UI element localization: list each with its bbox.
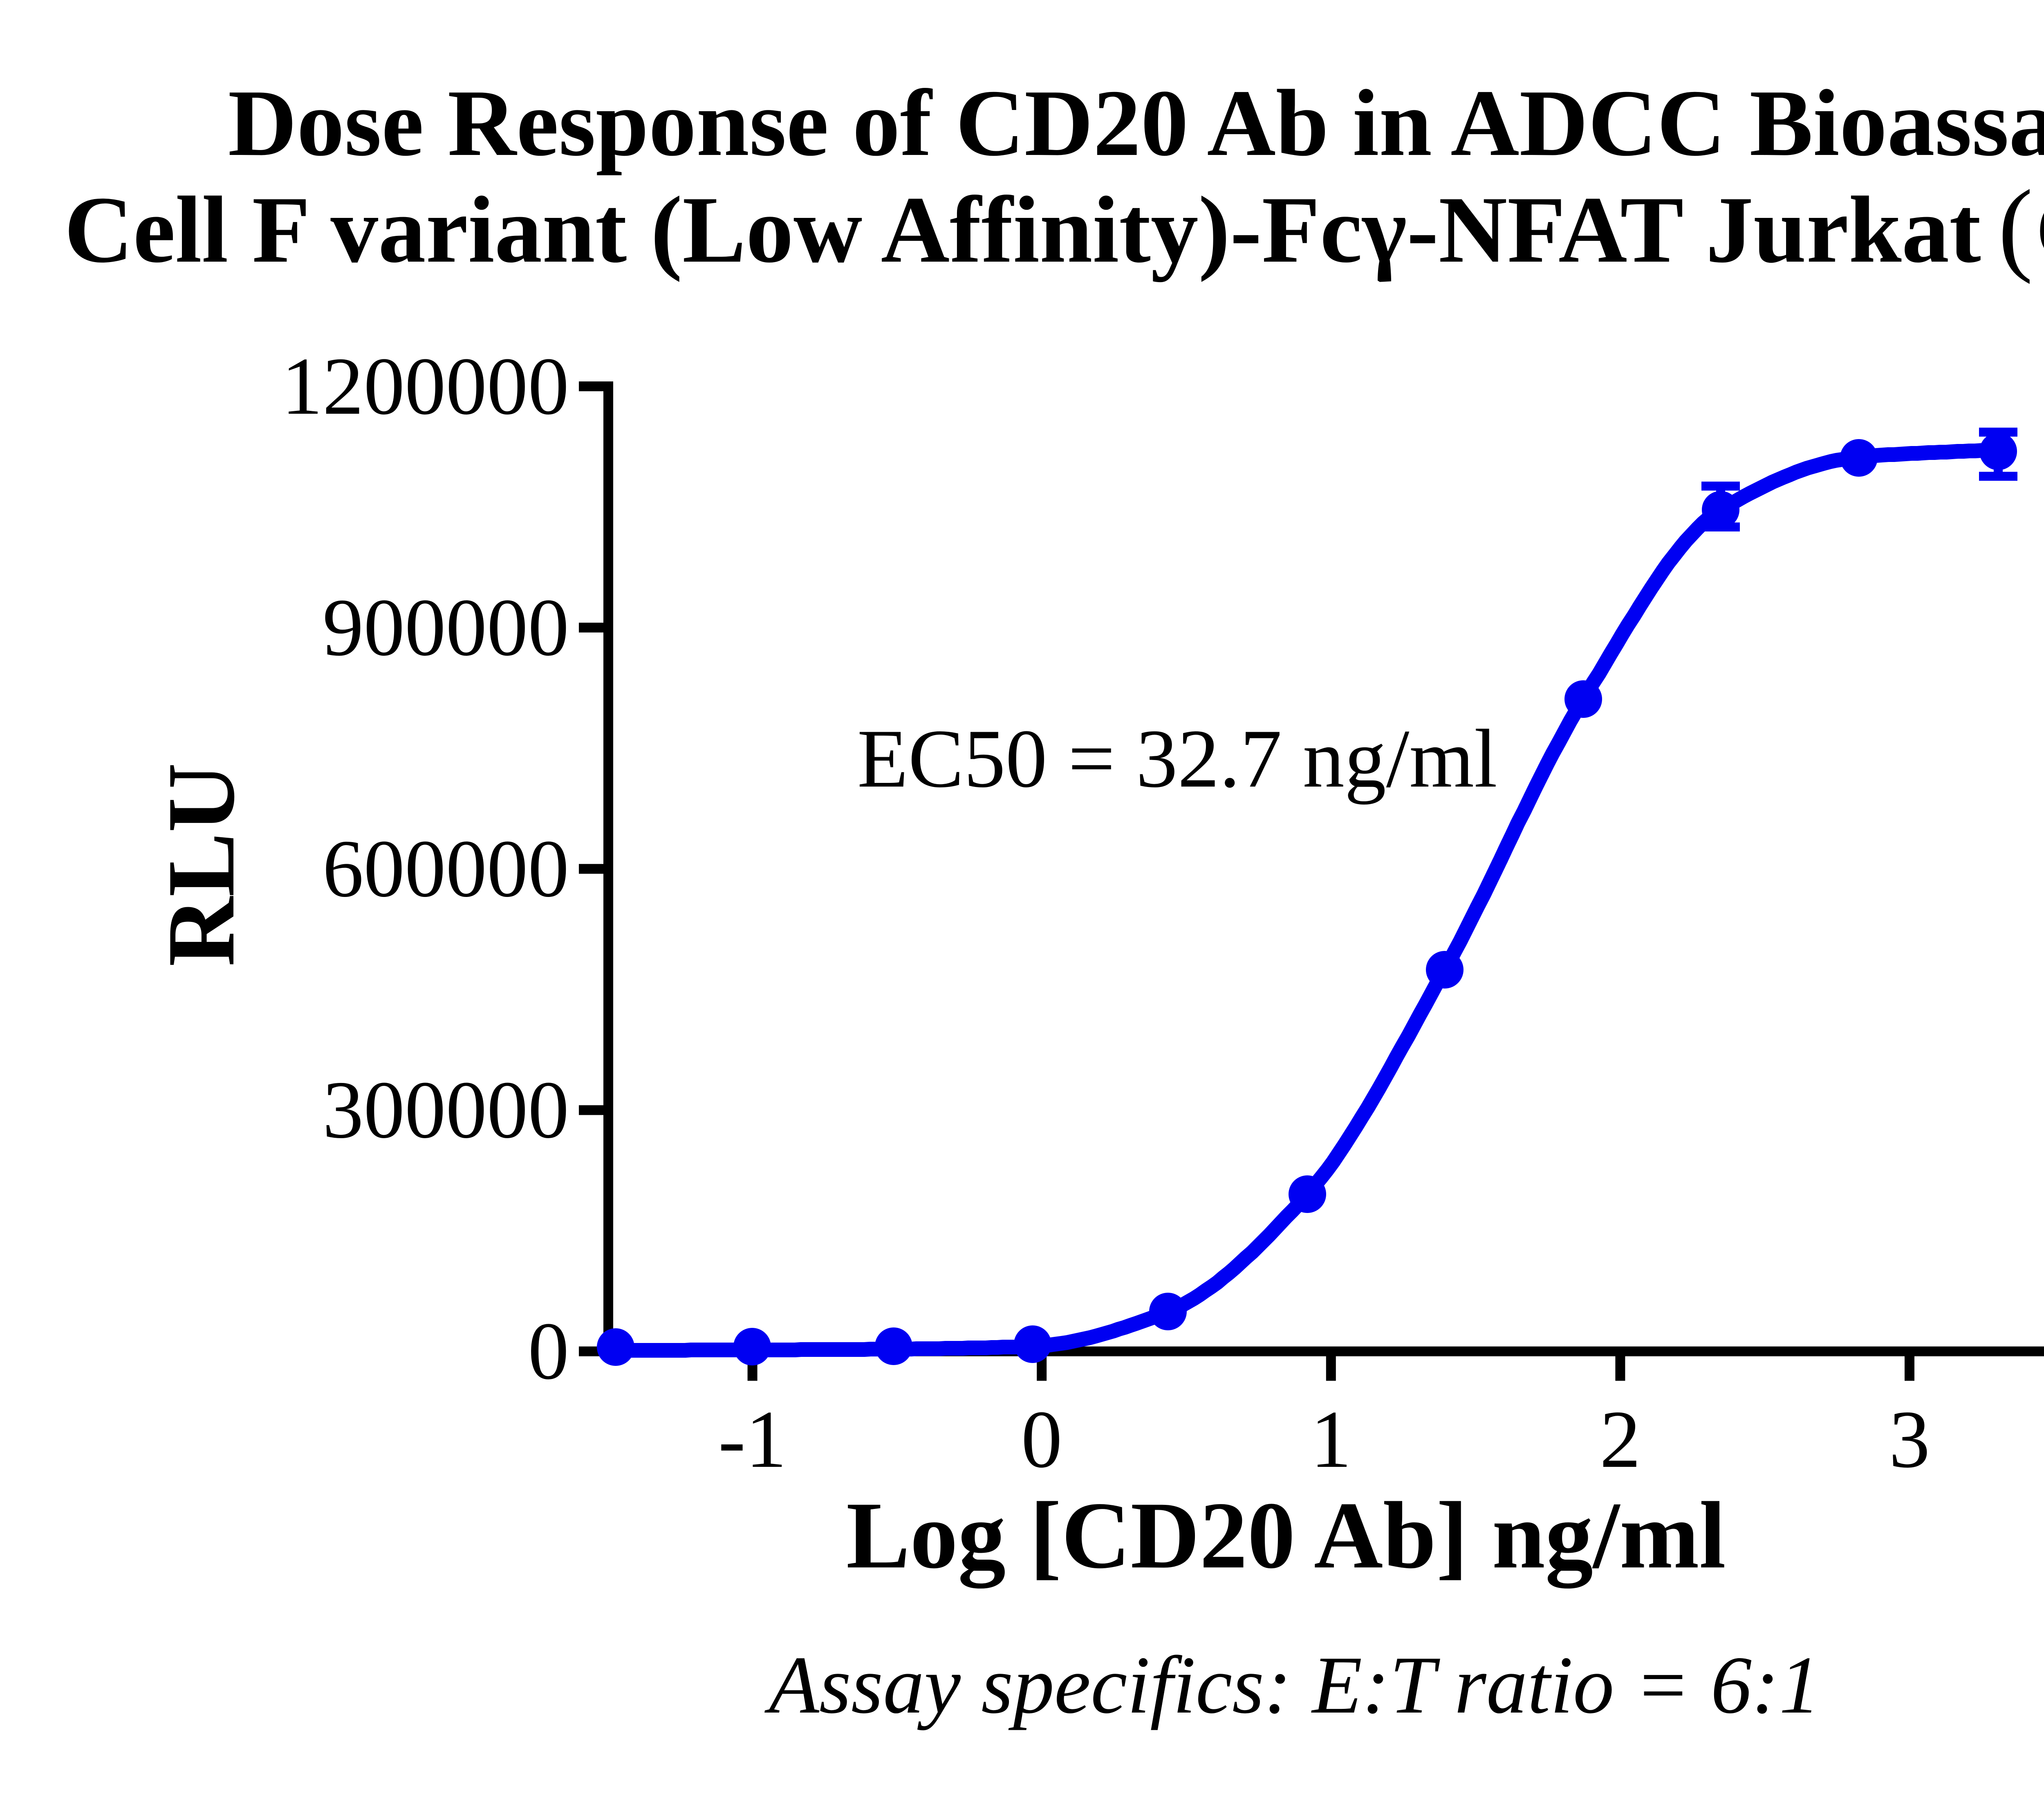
- svg-text:1: 1: [1311, 1394, 1352, 1485]
- svg-text:2: 2: [1600, 1394, 1641, 1485]
- svg-text:Log [CD20 Ab] ng/ml: Log [CD20 Ab] ng/ml: [846, 1482, 1726, 1589]
- svg-text:RLU: RLU: [148, 763, 255, 966]
- svg-text:0: 0: [528, 1306, 569, 1397]
- svg-text:3: 3: [1889, 1394, 1930, 1485]
- svg-text:EC50 = 32.7 ng/ml: EC50 = 32.7 ng/ml: [857, 713, 1497, 805]
- svg-text:300000: 300000: [323, 1065, 569, 1155]
- svg-text:-1: -1: [718, 1394, 787, 1485]
- svg-text:900000: 900000: [323, 582, 569, 673]
- svg-text:Cell F variant (Low Affinity)-: Cell F variant (Low Affinity)-Fcγ-NFAT J…: [64, 169, 2044, 285]
- svg-text:Assay specifics: E:T ratio = 6: Assay specifics: E:T ratio = 6:1: [764, 1640, 1820, 1731]
- svg-text:Dose Response of CD20 Ab in AD: Dose Response of CD20 Ab in ADCC Bioassa…: [228, 70, 2044, 176]
- svg-text:600000: 600000: [323, 823, 569, 914]
- svg-text:0: 0: [1021, 1394, 1062, 1485]
- svg-text:1200000: 1200000: [282, 341, 569, 432]
